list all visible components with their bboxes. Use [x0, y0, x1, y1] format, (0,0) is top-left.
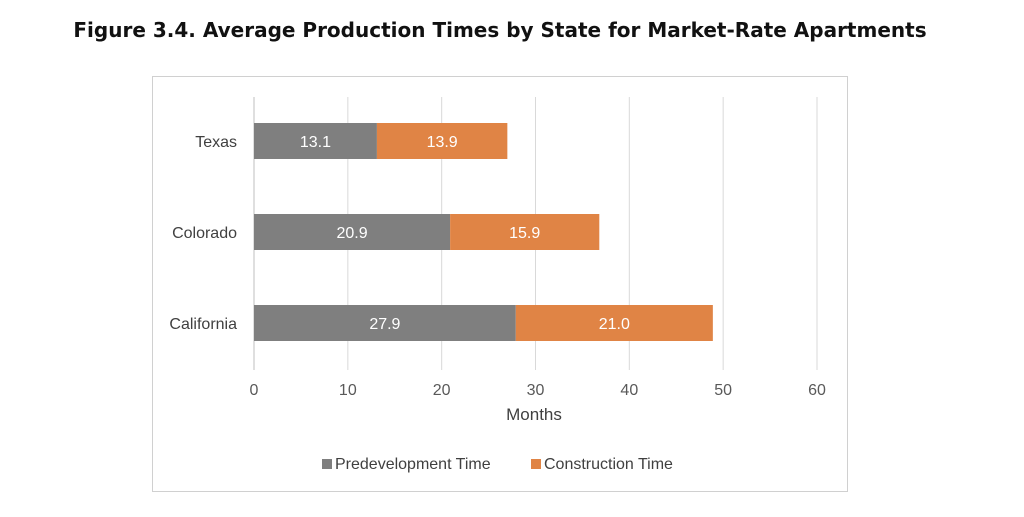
category-labels: Texas Colorado California	[169, 134, 237, 333]
x-tick-label: 10	[339, 382, 357, 399]
category-label: California	[169, 316, 237, 333]
bar-data-label: 15.9	[509, 225, 540, 242]
bar-segment	[450, 214, 600, 250]
category-label: Texas	[195, 134, 237, 151]
bars	[254, 123, 713, 341]
figure-title: Figure 3.4. Average Production Times by …	[73, 18, 927, 42]
bar-data-labels: 13.1 13.9 20.9 15.9 27.9 21.0	[300, 134, 630, 333]
bar-segment	[254, 305, 516, 341]
category-label: Colorado	[172, 225, 237, 242]
bar-data-label: 21.0	[599, 316, 630, 333]
legend: Predevelopment Time Construction Time	[322, 456, 673, 473]
x-tick-label: 30	[527, 382, 545, 399]
bar-segment	[376, 123, 508, 159]
x-tick-label: 20	[433, 382, 451, 399]
bar-segment	[254, 214, 451, 250]
bar-data-label: 13.9	[427, 134, 458, 151]
bar-data-label: 20.9	[336, 225, 367, 242]
x-tick-label: 0	[250, 382, 259, 399]
x-tick-label: 50	[714, 382, 732, 399]
x-tick-labels: 0 10 20 30 40 50 60	[250, 382, 826, 399]
bar-data-label: 27.9	[369, 316, 400, 333]
legend-swatch	[531, 459, 541, 469]
legend-label: Construction Time	[544, 456, 673, 473]
bar-data-label: 13.1	[300, 134, 331, 151]
bar-segment	[515, 305, 713, 341]
legend-swatch	[322, 459, 332, 469]
x-tick-label: 60	[808, 382, 826, 399]
legend-label: Predevelopment Time	[335, 456, 491, 473]
x-axis-label: Months	[506, 405, 562, 424]
bar-segment	[254, 123, 377, 159]
x-tick-label: 40	[620, 382, 638, 399]
